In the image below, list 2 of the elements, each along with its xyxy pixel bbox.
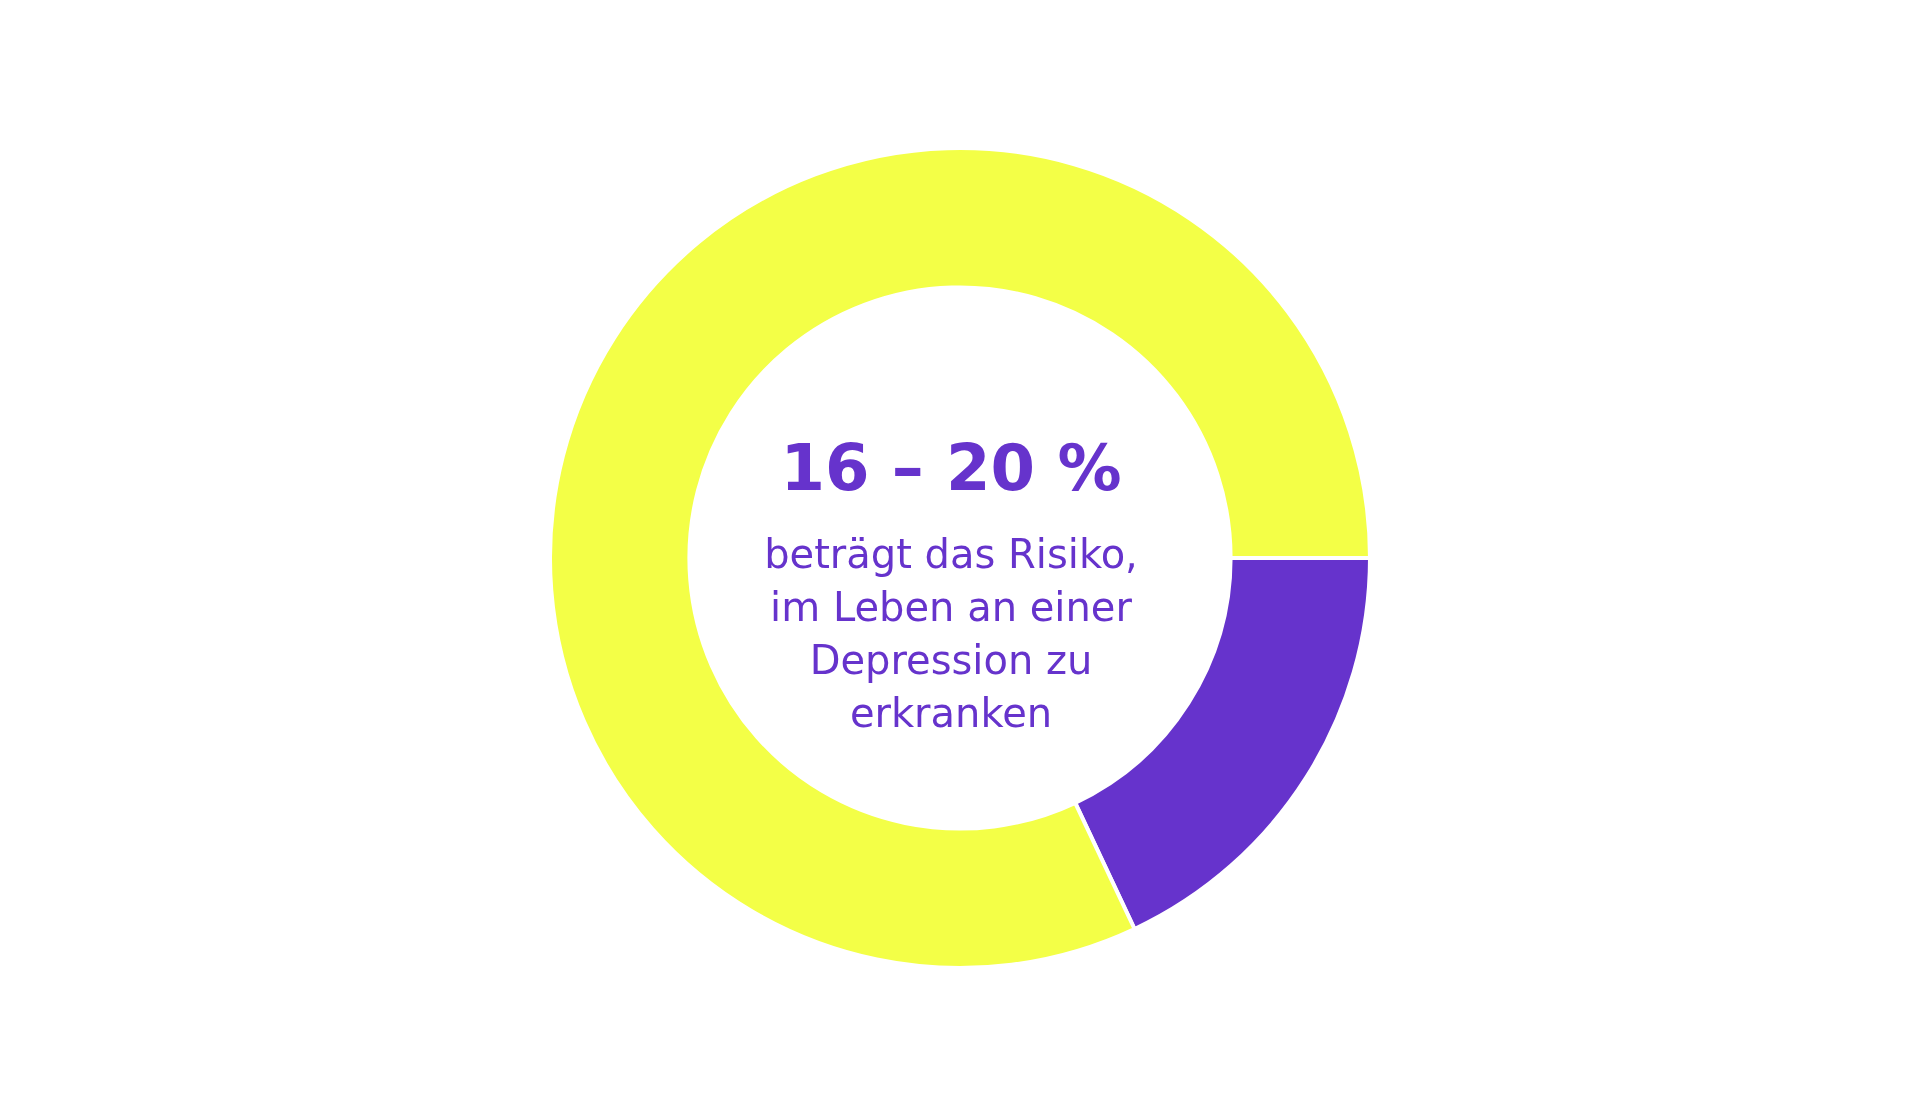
text: beträgt das Risiko, im Leben an einer Depression zu erkranken <box>763 530 1139 738</box>
text: 16 – 20 % <box>779 430 1123 507</box>
